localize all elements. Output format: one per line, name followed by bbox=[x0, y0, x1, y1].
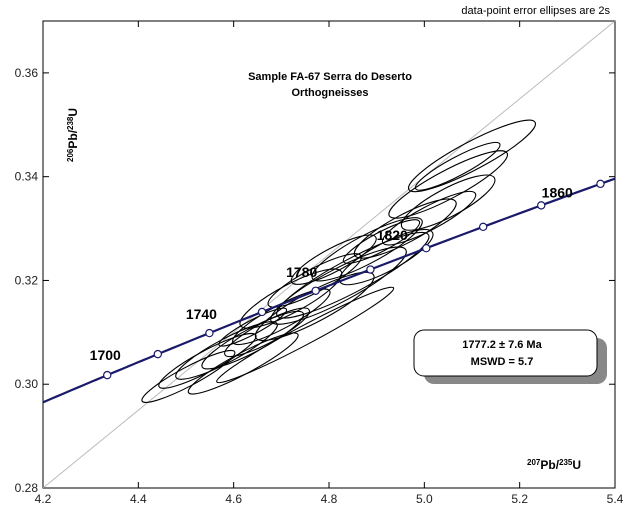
x-tick-label: 4.4 bbox=[130, 492, 147, 506]
concordia-age-marker bbox=[205, 328, 214, 338]
concordia-age-marker bbox=[103, 370, 112, 380]
error-ellipse bbox=[187, 332, 299, 395]
error-ellipse bbox=[224, 307, 310, 358]
concordia-age-label: 1860 bbox=[542, 184, 573, 200]
x-tick-label: 5.2 bbox=[511, 492, 528, 506]
error-ellipse bbox=[270, 246, 407, 325]
concordia-age-marker bbox=[153, 349, 163, 359]
x-tick-label: 4.8 bbox=[321, 492, 338, 506]
concordia-age-label: 1740 bbox=[186, 306, 217, 322]
concordia-age-markers bbox=[103, 179, 605, 380]
x-axis-label: 207Pb/235U bbox=[527, 458, 581, 472]
concordia-age-marker bbox=[537, 201, 546, 210]
concordia-age-label: 1700 bbox=[90, 347, 121, 363]
x-tick-label: 5.4 bbox=[607, 492, 624, 506]
concordia-age-marker bbox=[422, 244, 431, 253]
error-ellipse bbox=[216, 286, 395, 384]
axis-ticks: 4.2 4.4 4.6 4.8 5.0 5.2 5.4 0.28 0.30 0.32 0.34 0.3… bbox=[15, 21, 624, 506]
error-ellipses bbox=[141, 119, 537, 403]
x-tick-label: 4.6 bbox=[225, 492, 242, 506]
one-to-one-reference-line bbox=[43, 21, 615, 488]
error-ellipse bbox=[353, 198, 457, 259]
svg-text:206Pb/238U: 206Pb/238U bbox=[66, 108, 80, 162]
chart-title-line1: Sample FA-67 Serra do Deserto bbox=[248, 71, 412, 83]
y-axis-label: 206Pb/238U bbox=[66, 108, 80, 162]
error-ellipse bbox=[290, 234, 377, 285]
error-ellipse bbox=[407, 119, 537, 193]
concordia-age-marker bbox=[311, 286, 320, 295]
y-tick-label: 0.28 bbox=[15, 481, 39, 495]
result-mswd: MSWD = 5.7 bbox=[471, 356, 534, 368]
x-tick-label: 4.2 bbox=[35, 492, 52, 506]
x-tick-label: 5.0 bbox=[416, 492, 433, 506]
concordia-curve bbox=[43, 177, 615, 404]
result-box-frame bbox=[413, 329, 598, 377]
error-ellipse bbox=[342, 219, 421, 264]
error-ellipse bbox=[414, 141, 501, 191]
concordia-age-marker bbox=[478, 222, 488, 232]
result-age: 1777.2 ± 7.6 Ma bbox=[462, 339, 542, 351]
error-ellipse bbox=[388, 150, 509, 219]
concordia-age-marker bbox=[596, 179, 605, 189]
y-tick-label: 0.36 bbox=[15, 66, 39, 80]
concordia-age-label: 1780 bbox=[286, 264, 317, 280]
concordia-age-marker bbox=[257, 307, 267, 317]
error-ellipse bbox=[400, 174, 496, 231]
svg-text:207Pb/235U: 207Pb/235U bbox=[527, 458, 581, 472]
y-tick-label: 0.30 bbox=[15, 377, 39, 391]
concordia-age-marker bbox=[366, 265, 375, 274]
error-ellipse bbox=[276, 231, 430, 319]
result-box: 1777.2 ± 7.6 Ma MSWD = 5.7 bbox=[413, 329, 607, 384]
error-ellipse bbox=[311, 217, 423, 282]
error-ellipse-note: data-point error ellipses are 2s bbox=[461, 5, 610, 17]
error-ellipse bbox=[381, 190, 477, 246]
concordia-age-labels: 1700 1740 1780 1820 1860 bbox=[90, 184, 573, 363]
y-tick-label: 0.34 bbox=[15, 170, 39, 184]
chart-title-line2: Orthogneisses bbox=[291, 87, 368, 99]
concordia-age-label: 1820 bbox=[377, 227, 408, 243]
y-tick-label: 0.32 bbox=[15, 273, 39, 287]
